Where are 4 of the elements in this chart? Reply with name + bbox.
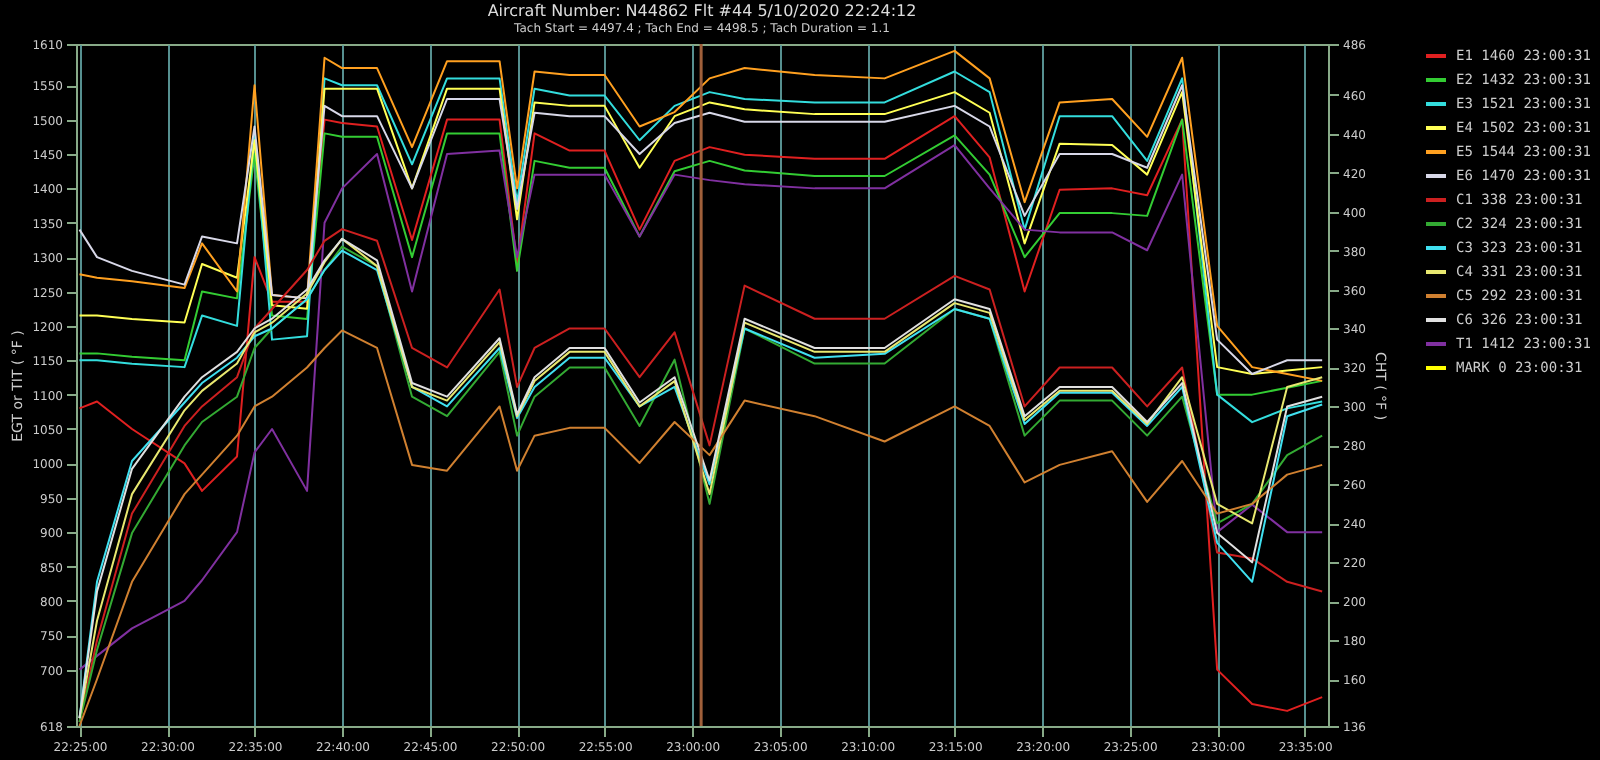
chart-title: Aircraft Number: N44862 Flt #44 5/10/2020 22:24:12 [487, 2, 917, 20]
line-series [78, 118, 1324, 396]
line-series [78, 329, 1324, 727]
line-series [78, 70, 1324, 424]
